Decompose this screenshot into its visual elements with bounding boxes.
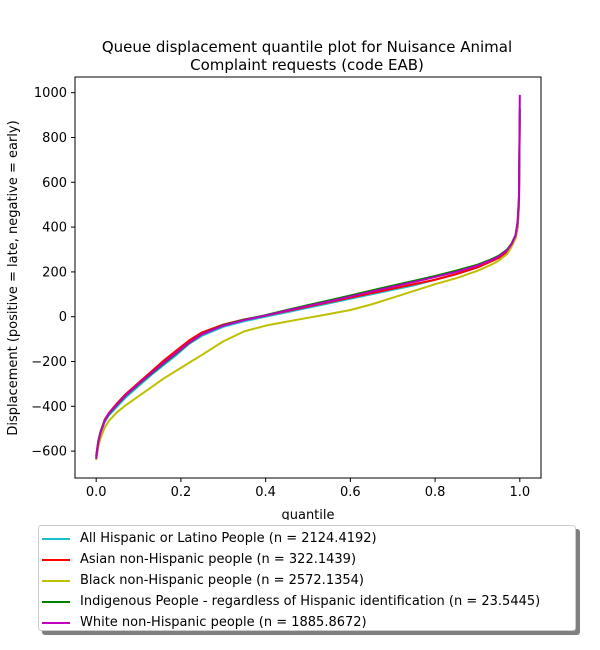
y-tick-label: −400 [31, 400, 67, 415]
y-tick-label: −200 [31, 355, 67, 370]
x-axis-label: quantile [281, 508, 334, 520]
series-line-1 [95, 115, 521, 456]
legend-label: Indigenous People - regardless of Hispan… [80, 594, 541, 609]
chart-title-line-1: Queue displacement quantile plot for Nui… [102, 38, 512, 56]
y-tick-label: 0 [59, 310, 67, 325]
y-tick-label: 800 [42, 131, 67, 146]
y-tick-label: 600 [42, 176, 67, 191]
chart-title-line-2: Complaint requests (code EAB) [190, 56, 424, 74]
x-tick-label: 1.0 [509, 485, 530, 500]
legend-label: Black non-Hispanic people (n = 2572.1354… [80, 573, 364, 588]
legend-item: Asian non-Hispanic people (n = 322.1439) [42, 549, 575, 570]
series-line-2 [95, 112, 521, 461]
y-tick-label: −600 [31, 445, 67, 460]
x-tick-label: 0.0 [86, 485, 107, 500]
x-tick-label: 0.4 [255, 485, 276, 500]
legend-swatch [42, 579, 70, 582]
series-line-3 [95, 108, 521, 457]
x-axis: 0.0 0.2 0.4 0.6 0.8 1.0 [86, 478, 530, 500]
chart: Queue displacement quantile plot for Nui… [6, 38, 542, 520]
x-tick-label: 0.6 [340, 485, 361, 500]
legend-swatch [42, 537, 70, 540]
legend-label: All Hispanic or Latino People (n = 2124.… [80, 531, 377, 546]
legend-item: Indigenous People - regardless of Hispan… [42, 591, 575, 612]
series-line-0 [95, 110, 521, 458]
y-axis: −600 −400 −200 0 200 400 600 800 1000 [31, 86, 75, 460]
legend-label: Asian non-Hispanic people (n = 322.1439) [80, 552, 357, 567]
legend: All Hispanic or Latino People (n = 2124.… [38, 525, 576, 631]
y-axis-label: Displacement (positive = late, negative … [6, 120, 21, 435]
legend-swatch [42, 621, 70, 624]
legend-item: Black non-Hispanic people (n = 2572.1354… [42, 570, 575, 591]
legend-label: White non-Hispanic people (n = 1885.8672… [80, 615, 367, 630]
x-tick-label: 0.8 [425, 485, 446, 500]
y-tick-label: 400 [42, 221, 67, 236]
plot-lines [95, 94, 521, 461]
legend-item: All Hispanic or Latino People (n = 2124.… [42, 528, 575, 549]
y-tick-label: 1000 [34, 86, 67, 101]
legend-swatch [42, 558, 70, 561]
legend-item: White non-Hispanic people (n = 1885.8672… [42, 612, 575, 633]
x-tick-label: 0.2 [171, 485, 192, 500]
legend-swatch [42, 600, 70, 603]
plot-frame [74, 76, 542, 479]
series-line-4 [95, 94, 521, 460]
y-tick-label: 200 [42, 265, 67, 280]
